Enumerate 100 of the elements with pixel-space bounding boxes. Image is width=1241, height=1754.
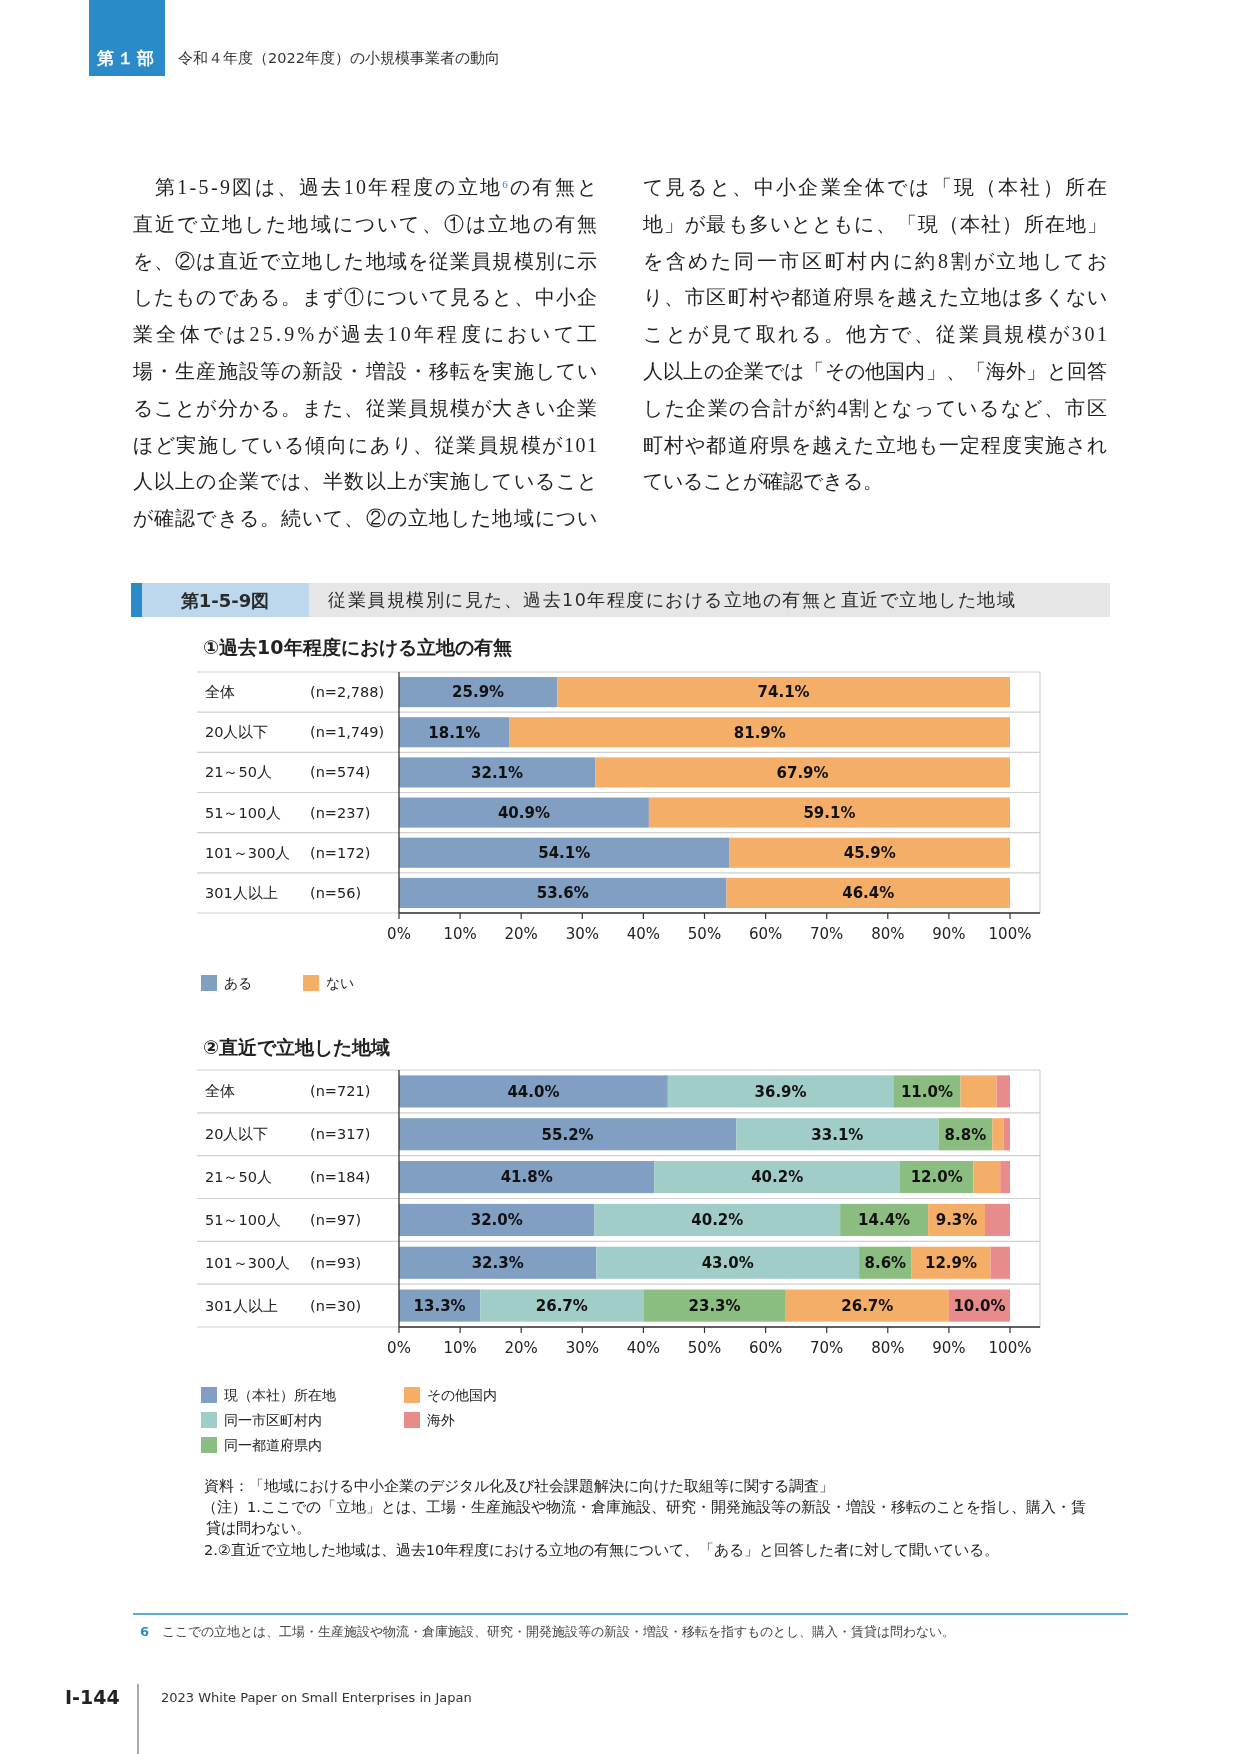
data-label: 81.9% bbox=[733, 723, 786, 742]
legend-label: 現（本社）所在地 bbox=[224, 1386, 336, 1403]
chart-subtitle: ①過去10年程度における立地の有無 bbox=[203, 636, 512, 658]
data-label: 55.2% bbox=[541, 1125, 594, 1144]
bar bbox=[480, 1289, 644, 1322]
bar bbox=[557, 677, 1010, 708]
bar bbox=[667, 1075, 894, 1108]
x-tick-label: 40% bbox=[626, 925, 661, 943]
legend-label: 同一市区町村内 bbox=[224, 1411, 322, 1428]
bar bbox=[654, 1161, 901, 1194]
data-label: 53.6% bbox=[536, 884, 589, 903]
data-label: 12.0% bbox=[910, 1168, 963, 1187]
data-label: 18.1% bbox=[428, 723, 481, 742]
data-label: 45.9% bbox=[843, 844, 896, 862]
x-tick-label: 100% bbox=[988, 925, 1032, 943]
x-tick-label: 90% bbox=[932, 925, 966, 943]
data-label: 67.9% bbox=[776, 763, 829, 782]
data-label: 14.4% bbox=[858, 1211, 911, 1230]
bar bbox=[399, 877, 727, 908]
category-label: 全体 (n=2,788) bbox=[205, 684, 385, 701]
bar bbox=[399, 1161, 655, 1194]
category-label: 301人以上 (n=30) bbox=[205, 1298, 362, 1315]
data-label: 12.9% bbox=[925, 1254, 978, 1272]
category-label: 101～300人 (n=93) bbox=[205, 1255, 362, 1272]
data-label: 8.8% bbox=[944, 1125, 987, 1144]
x-tick-label: 50% bbox=[687, 1339, 722, 1357]
data-label: 13.3% bbox=[413, 1296, 466, 1315]
bar bbox=[1000, 1161, 1010, 1194]
x-tick-label: 100% bbox=[988, 1339, 1032, 1357]
x-tick-label: 30% bbox=[565, 1339, 599, 1357]
bar bbox=[399, 1246, 597, 1279]
data-label: 9.3% bbox=[935, 1211, 978, 1230]
x-tick-label: 60% bbox=[748, 925, 783, 943]
bar bbox=[594, 1203, 841, 1236]
data-label: 44.0% bbox=[507, 1082, 560, 1101]
bar bbox=[399, 1075, 668, 1108]
data-label: 41.8% bbox=[500, 1168, 553, 1187]
legend-label: ある bbox=[224, 974, 252, 991]
x-tick-label: 70% bbox=[810, 925, 844, 943]
bar bbox=[399, 677, 558, 708]
bar bbox=[729, 837, 1010, 868]
data-label: 25.9% bbox=[452, 683, 505, 702]
data-label: 54.1% bbox=[538, 844, 591, 862]
data-label: 32.0% bbox=[470, 1211, 523, 1230]
x-tick-label: 0% bbox=[387, 1339, 411, 1357]
text: 2023 White Paper on Small Enterprises in Japan bbox=[161, 1690, 472, 1705]
text: 第１部 bbox=[96, 48, 157, 68]
category-label: 21～50人 (n=574) bbox=[205, 764, 371, 781]
chart-title: 従業員規模別に見た、過去10年程度における立地の有無と直近で立地した地域 bbox=[328, 590, 1017, 610]
x-tick-label: 10% bbox=[443, 925, 477, 943]
category-label: 51～100人 (n=97) bbox=[205, 1212, 362, 1229]
x-tick-label: 80% bbox=[871, 1339, 905, 1357]
bar bbox=[960, 1075, 997, 1108]
bar bbox=[984, 1203, 1010, 1236]
bar bbox=[399, 1118, 737, 1151]
bar bbox=[399, 797, 649, 828]
x-tick-label: 40% bbox=[626, 1339, 661, 1357]
bar bbox=[399, 757, 596, 788]
legend-label: ない bbox=[326, 974, 354, 991]
text: 第1-5-9図は、過去10年程度の立地$^{6}$の有無と直近で立地した地域について、①は立地の有無を、②は直近で立地した地域を従業員規模別に示したものである。まず①について見ると、中小企業全体では25.9%が過去10年程度において工場・生産施設等の新設・増設・移転を実施していることが分かる。また、従業員規模が大きい企業ほど実施している傾向にあり、従業員規模が101人以上の企業では、半数以上が実施していることが確認できる。続いて、②の立地した地域について見ると、中小企業全体では「現（本社）所在地」が最も多いとともに、「現（本社）所在地」を含めた同一市区町村内に約8割が立地しており、市区町村や都道府県を越えた立地は多くないことが見て取れる。他方で、従業員規模が301人以上の企業では「その他国内」、「海外」と回答した企業の合計が約4割となっているなど、市区町村や都道府県を越えた立地も一定程度実施されていることが確認できる。 bbox=[133, 176, 1107, 530]
chart-title: ②直近で立地した地域 bbox=[203, 1036, 391, 1058]
bar bbox=[1003, 1118, 1010, 1151]
text: （注）1.ここでの「立地」とは、工場・生産施設や物流・倉庫施設、研究・開発施設等の新設・増設・移転のことを指し、購入・賃貸は問わない。 bbox=[202, 1499, 1086, 1536]
legend-label: その他国内 bbox=[427, 1386, 497, 1403]
category-label: 101～300人 (n=172) bbox=[205, 845, 371, 862]
bar bbox=[648, 797, 1010, 828]
data-label: 74.1% bbox=[757, 683, 810, 702]
x-tick-label: 50% bbox=[687, 925, 722, 943]
category-label: 20人以下 (n=317) bbox=[205, 1126, 371, 1143]
x-tick-label: 10% bbox=[443, 1339, 477, 1357]
x-tick-label: 20% bbox=[504, 1339, 538, 1357]
x-tick-label: 30% bbox=[565, 925, 599, 943]
category-label: 20人以下 (n=1,749) bbox=[205, 724, 385, 741]
x-tick-label: 60% bbox=[748, 1339, 783, 1357]
x-tick-label: 0% bbox=[387, 925, 411, 943]
text: 6 ここでの立地とは、工場・生産施設や物流・倉庫施設、研究・開発施設等の新設・増設・移転を指すものとし、購入・賃貸は問わない。 bbox=[140, 1624, 956, 1639]
data-label: 36.9% bbox=[754, 1082, 807, 1101]
bar bbox=[509, 717, 1010, 748]
bar bbox=[990, 1246, 1010, 1279]
text: 2.②直近で立地した地域は、過去10年程度における立地の有無について、「ある」と回答した者に対して聞いている。 bbox=[204, 1542, 1000, 1558]
bar bbox=[596, 1246, 860, 1279]
data-label: 40.2% bbox=[751, 1168, 804, 1187]
bar bbox=[643, 1289, 786, 1322]
data-label: 8.6% bbox=[864, 1254, 907, 1272]
bar bbox=[992, 1118, 1004, 1151]
text: 第1-5-9図 bbox=[179, 590, 270, 611]
data-label: 26.7% bbox=[535, 1296, 588, 1315]
x-tick-label: 70% bbox=[810, 1339, 844, 1357]
data-label: 40.2% bbox=[691, 1211, 744, 1230]
category-label: 21～50人 (n=184) bbox=[205, 1169, 371, 1186]
x-tick-label: 80% bbox=[871, 925, 905, 943]
data-label: 32.1% bbox=[471, 763, 524, 782]
data-label: 32.3% bbox=[471, 1254, 524, 1272]
legend-label: 同一都道府県内 bbox=[224, 1436, 322, 1453]
data-label: 43.0% bbox=[701, 1254, 754, 1272]
bar bbox=[785, 1289, 949, 1322]
bar bbox=[399, 1203, 595, 1236]
category-label: 全体 (n=721) bbox=[205, 1083, 371, 1100]
data-label: 23.3% bbox=[688, 1296, 741, 1315]
legend-label: 海外 bbox=[427, 1411, 455, 1428]
